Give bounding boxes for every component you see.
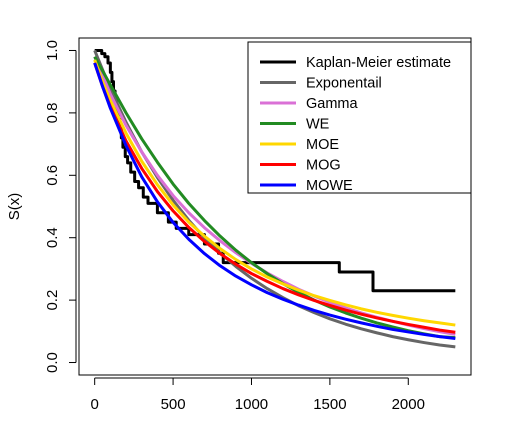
x-tick-label: 0 (91, 396, 99, 413)
y-tick-label: 1.0 (44, 40, 61, 61)
plot-frame (78, 37, 472, 376)
legend: Kaplan-Meier estimate Exponentail Gamma WE M… (247, 41, 472, 194)
y-axis-title: S(x) (6, 193, 23, 221)
x-tick-label: 1000 (235, 396, 268, 413)
y-tick-label: 0.0 (44, 352, 61, 373)
series-line-3 (93, 55, 456, 340)
legend-label: Gamma (306, 96, 359, 112)
y-tick-label: 0.6 (44, 165, 61, 186)
x-tick-label: 2000 (392, 396, 425, 413)
legend-box (247, 41, 472, 194)
series-line-4 (93, 59, 456, 327)
x-axis: 0 500 1000 1500 2000 (91, 377, 425, 413)
legend-label: MOE (306, 137, 339, 153)
legend-label: MOG (306, 158, 341, 174)
legend-label: Kaplan-Meier estimate (306, 55, 451, 71)
series-line-5 (93, 62, 456, 334)
series-layer (93, 48, 456, 349)
legend-label: Exponentail (306, 76, 382, 92)
y-tick-label: 0.4 (44, 227, 61, 248)
x-tick-label: 1500 (313, 396, 346, 413)
legend-label: MOWE (306, 178, 353, 194)
series-line-6 (93, 62, 456, 340)
y-axis: 0.0 0.2 0.4 0.6 0.8 1.0 (44, 40, 77, 373)
legend-label: WE (306, 117, 330, 133)
y-tick-label: 0.2 (44, 290, 61, 311)
y-tick-label: 0.8 (44, 102, 61, 123)
x-tick-label: 500 (161, 396, 186, 413)
